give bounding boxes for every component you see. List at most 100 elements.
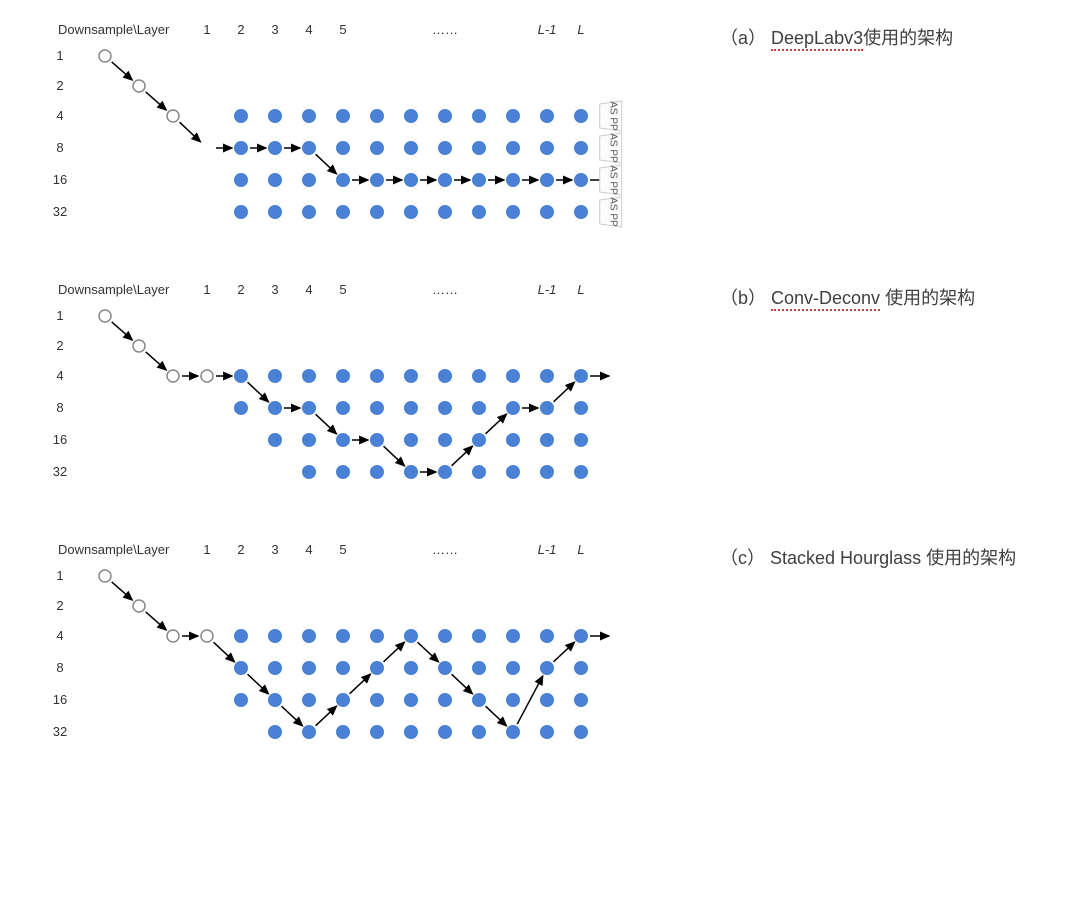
node-dot [268, 173, 282, 187]
caption-prefix: （a） [720, 28, 771, 48]
node-dot-open [167, 630, 179, 642]
row-label: 16 [53, 172, 67, 187]
node-dot [336, 369, 350, 383]
caption-suffix: 使用的架构 [880, 288, 975, 308]
node-dot [574, 369, 588, 383]
row-label: 4 [56, 368, 63, 383]
col-label: 2 [237, 282, 244, 297]
node-dot [370, 433, 384, 447]
node-dot [336, 173, 350, 187]
node-dot [268, 369, 282, 383]
node-dot [472, 205, 486, 219]
node-dot [540, 173, 554, 187]
node-dot [302, 205, 316, 219]
panel-c: Downsample\Layer12345……L-1L12481632（c） S… [30, 540, 1050, 750]
path-arrow [350, 674, 371, 694]
node-dot [268, 141, 282, 155]
axis-header: Downsample\Layer [58, 22, 170, 37]
row-label: 16 [53, 432, 67, 447]
node-dot [404, 725, 418, 739]
node-dot [472, 173, 486, 187]
col-label: 4 [305, 22, 312, 37]
path-arrow [554, 642, 575, 662]
node-dot [472, 369, 486, 383]
node-dot-open [167, 370, 179, 382]
node-dot [574, 401, 588, 415]
node-dot [370, 661, 384, 675]
node-dot [438, 693, 452, 707]
col-label-L: L [577, 282, 584, 297]
node-dot [438, 629, 452, 643]
row-label: 4 [56, 108, 63, 123]
col-ellipsis: …… [432, 22, 458, 37]
node-dot [336, 401, 350, 415]
aspp-module: AS PP [600, 165, 622, 195]
node-dot [234, 629, 248, 643]
path-arrow [384, 642, 405, 662]
node-dot [404, 109, 418, 123]
path-arrow [486, 414, 507, 434]
col-label: 4 [305, 542, 312, 557]
aspp-module: AS PP [600, 197, 622, 227]
node-dot [506, 401, 520, 415]
caption-prefix: （c） [720, 548, 770, 568]
node-dot [438, 369, 452, 383]
col-label-L: L [577, 22, 584, 37]
node-dot [574, 173, 588, 187]
node-dot [472, 661, 486, 675]
node-dot [506, 725, 520, 739]
architecture-diagram-c: Downsample\Layer12345……L-1L12481632 [30, 540, 650, 750]
caption-suffix: 使用的架构 [863, 28, 953, 48]
col-label: 5 [339, 22, 346, 37]
node-dot-open [99, 310, 111, 322]
col-label: 5 [339, 542, 346, 557]
node-dot [336, 693, 350, 707]
svg-text:AS PP: AS PP [608, 197, 619, 227]
diagram-wrap: Downsample\Layer12345……L-1L12481632 [30, 540, 650, 750]
node-dot [438, 173, 452, 187]
panel-b: Downsample\Layer12345……L-1L12481632（b） C… [30, 280, 1050, 490]
path-arrow [146, 352, 167, 370]
node-dot [472, 109, 486, 123]
col-label: 2 [237, 22, 244, 37]
axis-header: Downsample\Layer [58, 282, 170, 297]
col-label: 2 [237, 542, 244, 557]
row-label: 4 [56, 628, 63, 643]
node-dot [506, 465, 520, 479]
path-arrow [112, 582, 133, 600]
node-dot [540, 433, 554, 447]
path-arrow [554, 382, 575, 402]
node-dot [370, 205, 384, 219]
path-arrow [316, 706, 337, 726]
path-arrow [112, 62, 133, 80]
node-dot [574, 433, 588, 447]
node-dot [472, 725, 486, 739]
row-label: 32 [53, 204, 67, 219]
node-dot [574, 465, 588, 479]
node-dot [336, 141, 350, 155]
path-arrow [214, 642, 235, 662]
node-dot [540, 369, 554, 383]
node-dot [540, 629, 554, 643]
node-dot [336, 433, 350, 447]
node-dot [540, 401, 554, 415]
node-dot [404, 369, 418, 383]
path-arrow [486, 706, 507, 726]
node-dot [404, 661, 418, 675]
row-label: 2 [56, 338, 63, 353]
col-label: 1 [203, 22, 210, 37]
node-dot [472, 433, 486, 447]
axis-header: Downsample\Layer [58, 542, 170, 557]
svg-text:AS PP: AS PP [608, 133, 619, 163]
node-dot [268, 661, 282, 675]
caption-term: Conv-Deconv [771, 288, 880, 311]
node-dot [302, 433, 316, 447]
node-dot [404, 401, 418, 415]
path-arrow [517, 676, 543, 724]
panel-caption: （a） DeepLabv3使用的架构 [720, 24, 953, 50]
node-dot [438, 401, 452, 415]
node-dot [234, 109, 248, 123]
caption-prefix: （b） [720, 288, 771, 308]
path-arrow [146, 612, 167, 630]
path-arrow [146, 92, 167, 110]
